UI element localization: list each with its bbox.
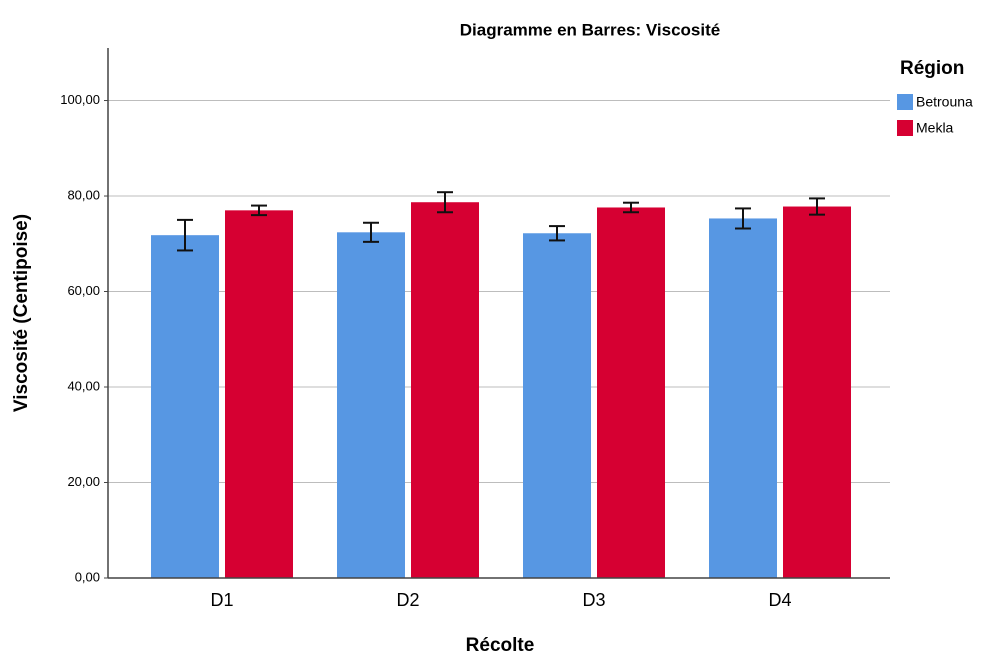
- bar: [783, 206, 851, 578]
- bar: [337, 232, 405, 578]
- x-tick-label: D1: [210, 590, 233, 610]
- x-axis-label: Récolte: [466, 635, 535, 655]
- error-bar: [735, 207, 751, 230]
- legend-label: Mekla: [916, 120, 954, 136]
- bar: [523, 233, 591, 578]
- y-tick-label: 100,00: [60, 92, 100, 107]
- bar: [225, 210, 293, 578]
- error-bar: [549, 225, 565, 242]
- y-tick-label: 0,00: [75, 569, 100, 584]
- bar: [411, 202, 479, 578]
- x-tick-label: D4: [768, 590, 791, 610]
- x-tick-label: D2: [396, 590, 419, 610]
- error-bar: [809, 197, 825, 216]
- legend-label: Betrouna: [916, 94, 973, 110]
- error-bar: [177, 218, 193, 252]
- y-tick-label: 40,00: [67, 378, 100, 393]
- bar: [597, 207, 665, 578]
- error-bar: [437, 191, 453, 214]
- bar: [709, 218, 777, 578]
- error-bar: [623, 201, 639, 214]
- y-tick-label: 60,00: [67, 283, 100, 298]
- bar: [151, 235, 219, 578]
- error-bar: [251, 204, 267, 217]
- y-tick-label: 80,00: [67, 187, 100, 202]
- chart-title: Diagramme en Barres: Viscosité: [460, 20, 720, 39]
- y-axis-label: Viscosité (Centipoise): [11, 214, 32, 412]
- legend-title: Région: [900, 58, 964, 79]
- legend-swatch: [897, 120, 913, 136]
- y-tick-label: 20,00: [67, 474, 100, 489]
- legend-swatch: [897, 94, 913, 110]
- x-tick-label: D3: [582, 590, 605, 610]
- error-bar: [363, 221, 379, 243]
